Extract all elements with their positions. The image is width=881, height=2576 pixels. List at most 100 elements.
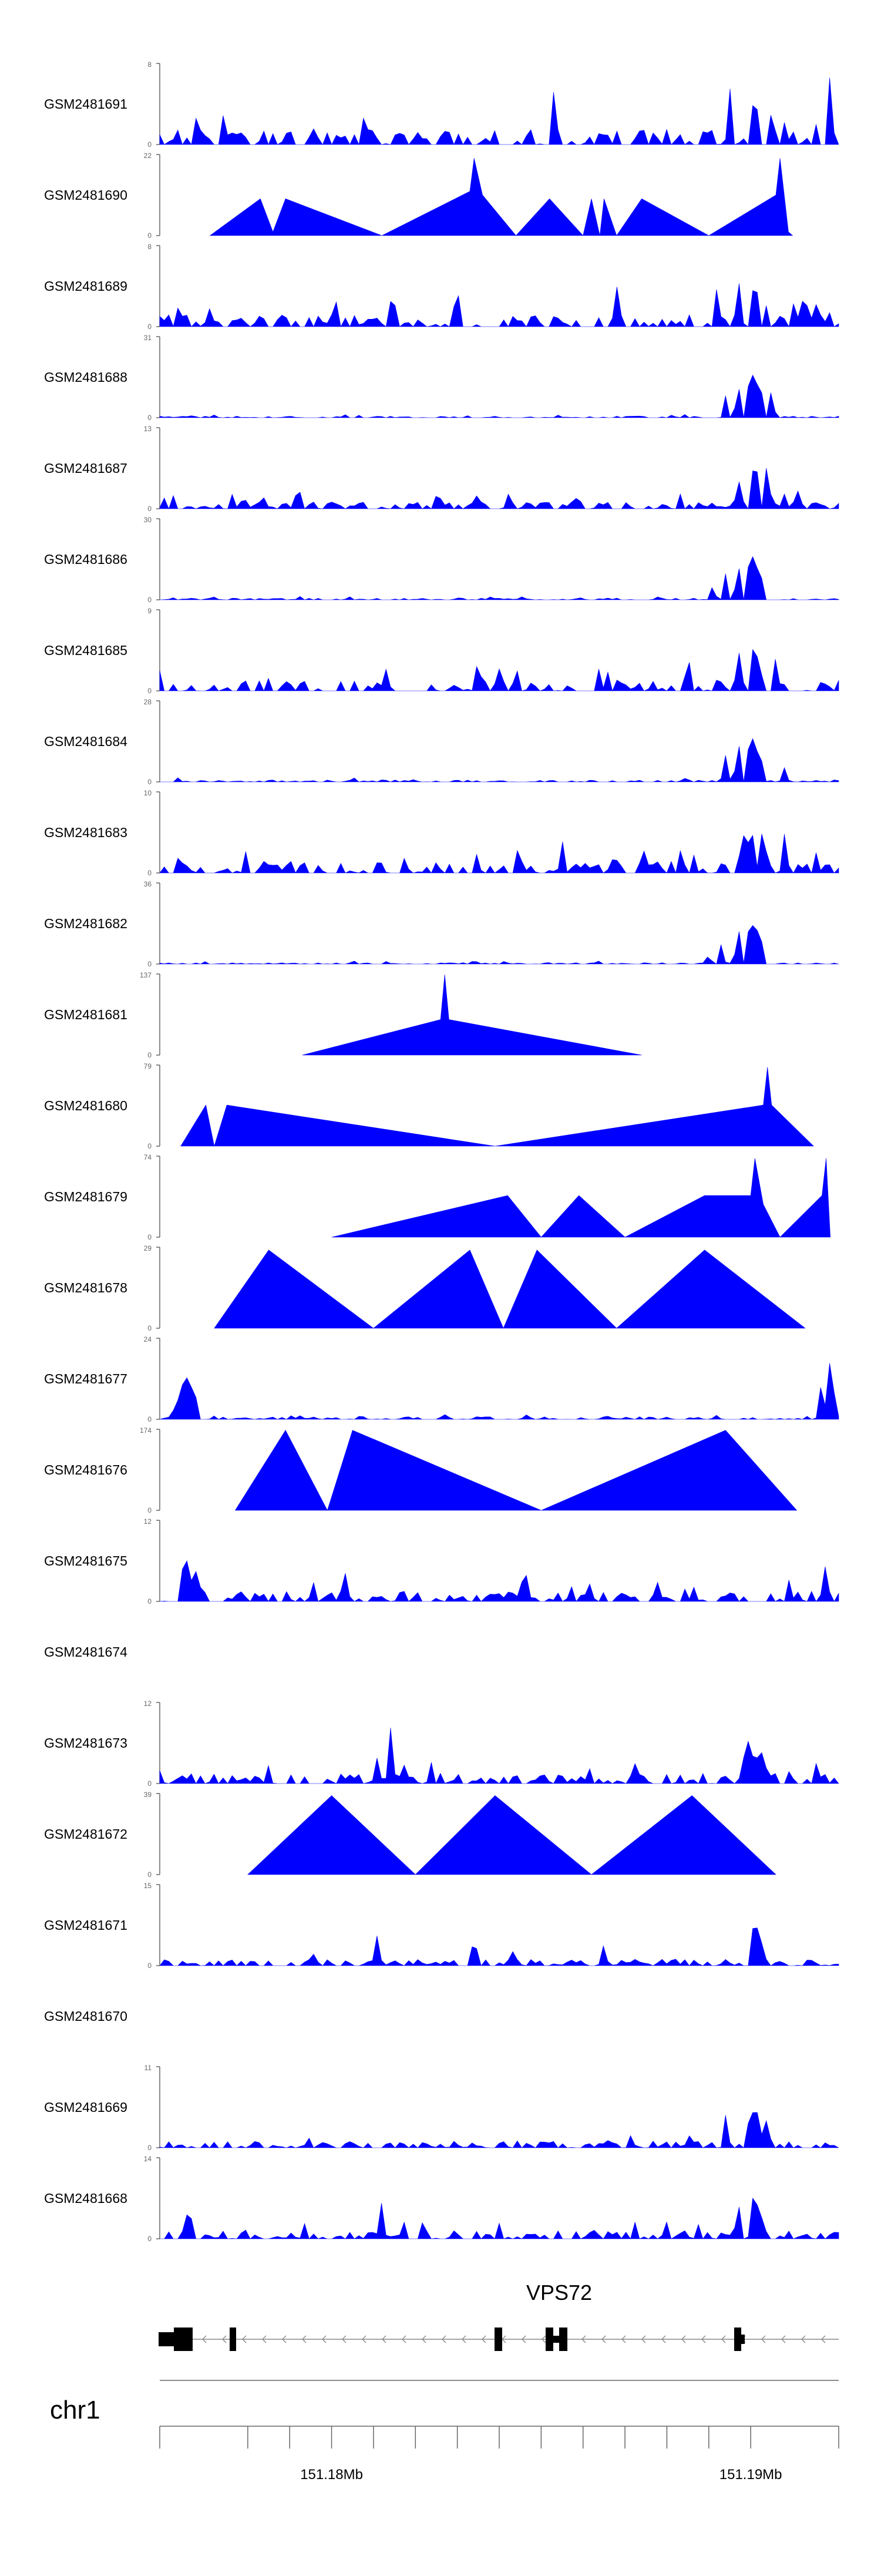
coverage-area — [331, 1158, 831, 1238]
exon-block — [174, 2328, 193, 2351]
track-GSM2481671: GSM2481671 15 0 — [44, 1882, 839, 1970]
y-max-label: 13 — [144, 425, 152, 433]
track-label: GSM2481691 — [44, 96, 127, 112]
strand-arrow — [542, 2335, 546, 2343]
strand-arrow — [282, 2335, 287, 2343]
y-max-label: 15 — [144, 1882, 152, 1890]
y-min-label: 0 — [147, 1324, 152, 1332]
coverage-area — [159, 1560, 839, 1602]
y-min-label: 0 — [147, 1962, 152, 1970]
y-min-label: 0 — [147, 960, 152, 968]
track-label: GSM2481668 — [44, 2191, 127, 2206]
track-label: GSM2481686 — [44, 552, 127, 567]
y-min-label: 0 — [147, 1415, 152, 1423]
coverage-area — [159, 468, 839, 509]
y-min-label: 0 — [147, 1142, 152, 1150]
track-GSM2481683: GSM2481683 10 0 — [44, 789, 839, 877]
coverage-area — [214, 1250, 806, 1329]
track-GSM2481681: GSM2481681 137 0 — [44, 971, 642, 1059]
y-min-label: 0 — [147, 1233, 152, 1241]
gene-track: VPS72 — [159, 2281, 839, 2351]
track-GSM2481680: GSM2481680 79 0 — [44, 1062, 814, 1150]
coverage-area — [234, 1429, 798, 1511]
y-min-label: 0 — [147, 1870, 152, 1879]
y-max-label: 31 — [144, 334, 152, 342]
track-GSM2481686: GSM2481686 30 0 — [44, 516, 839, 604]
strand-arrow — [222, 2335, 227, 2343]
strand-arrow — [801, 2335, 806, 2343]
axis-tick-label: 151.18Mb — [300, 2467, 363, 2483]
y-max-label: 12 — [144, 1700, 152, 1708]
strand-arrow — [621, 2335, 626, 2343]
track-label: GSM2481669 — [44, 2100, 127, 2115]
y-min-label: 0 — [147, 414, 152, 422]
track-GSM2481691: GSM2481691 8 0 — [44, 61, 839, 149]
track-label: GSM2481683 — [44, 825, 127, 840]
track-label: GSM2481671 — [44, 1917, 127, 1933]
y-min-label: 0 — [147, 505, 152, 513]
track-GSM2481674: GSM2481674 — [44, 1644, 127, 1660]
exon-block — [546, 2328, 553, 2351]
coverage-area — [159, 374, 839, 418]
track-label: GSM2481689 — [44, 278, 127, 294]
exon-block — [559, 2328, 567, 2351]
strand-arrow — [522, 2335, 526, 2343]
exon-block — [734, 2328, 741, 2351]
coverage-area — [209, 158, 793, 236]
track-label: GSM2481682 — [44, 916, 127, 931]
track-GSM2481689: GSM2481689 8 0 — [44, 243, 839, 331]
strand-arrow — [262, 2335, 267, 2343]
y-min-label: 0 — [147, 2235, 152, 2243]
y-max-label: 8 — [147, 243, 152, 251]
track-label: GSM2481679 — [44, 1189, 127, 1204]
y-max-label: 174 — [140, 1426, 152, 1435]
y-max-label: 39 — [144, 1791, 152, 1799]
strand-arrow — [581, 2335, 586, 2343]
y-max-label: 24 — [144, 1335, 152, 1344]
track-label: GSM2481676 — [44, 1462, 127, 1477]
track-GSM2481687: GSM2481687 13 0 — [44, 425, 839, 513]
track-GSM2481678: GSM2481678 29 0 — [44, 1244, 806, 1332]
strand-arrow — [781, 2335, 786, 2343]
y-max-label: 9 — [147, 607, 152, 615]
track-label: GSM2481672 — [44, 1826, 127, 1842]
strand-arrow — [422, 2335, 426, 2343]
track-GSM2481688: GSM2481688 31 0 — [44, 334, 839, 422]
track-GSM2481673: GSM2481673 12 0 — [44, 1700, 839, 1788]
exon-block — [230, 2328, 236, 2351]
y-min-label: 0 — [147, 869, 152, 877]
y-max-label: 12 — [144, 1517, 152, 1526]
strand-arrow — [462, 2335, 466, 2343]
strand-arrow — [442, 2335, 446, 2343]
strand-arrow — [661, 2335, 666, 2343]
y-min-label: 0 — [147, 1051, 152, 1059]
data-tracks: GSM248169180GSM2481690220GSM248168980GSM… — [44, 61, 839, 2243]
strand-arrow — [701, 2335, 706, 2343]
track-GSM2481676: GSM2481676 174 0 — [44, 1426, 798, 1514]
strand-arrow — [482, 2335, 486, 2343]
y-min-label: 0 — [147, 1597, 152, 1606]
exon-block — [495, 2328, 502, 2351]
exon-block — [552, 2336, 560, 2343]
track-label: GSM2481674 — [44, 1644, 127, 1660]
y-max-label: 22 — [144, 152, 152, 160]
coverage-area — [302, 974, 642, 1056]
track-label: GSM2481670 — [44, 2009, 127, 2024]
strand-arrow — [402, 2335, 406, 2343]
track-GSM2481669: GSM2481669 11 0 — [44, 2064, 839, 2152]
exon-block — [741, 2335, 745, 2344]
strand-arrow — [681, 2335, 686, 2343]
track-GSM2481679: GSM2481679 74 0 — [44, 1153, 831, 1241]
track-GSM2481684: GSM2481684 28 0 — [44, 698, 839, 786]
y-min-label: 0 — [147, 323, 152, 331]
track-label: GSM2481680 — [44, 1098, 127, 1113]
strand-arrow — [601, 2335, 606, 2343]
y-min-label: 0 — [147, 596, 152, 604]
track-label: GSM2481690 — [44, 187, 127, 203]
track-GSM2481675: GSM2481675 12 0 — [44, 1517, 839, 1606]
track-label: GSM2481675 — [44, 1553, 127, 1569]
coverage-area — [159, 925, 839, 965]
track-GSM2481672: GSM2481672 39 0 — [44, 1791, 776, 1879]
y-max-label: 137 — [140, 971, 152, 979]
track-GSM2481668: GSM2481668 14 0 — [44, 2155, 839, 2243]
